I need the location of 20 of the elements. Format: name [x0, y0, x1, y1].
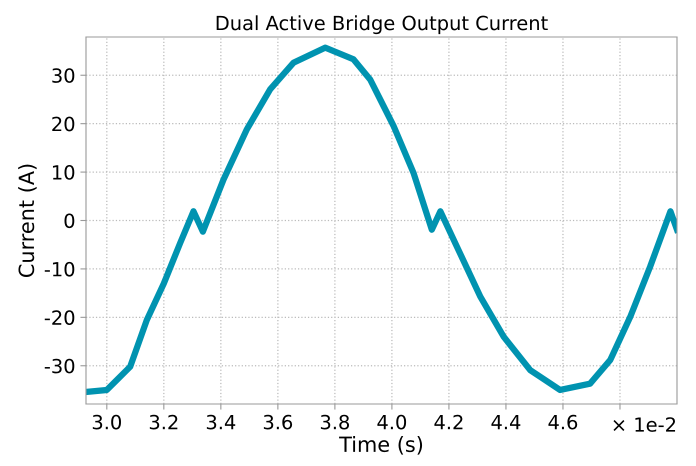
x-tick-label: 4.6: [548, 414, 578, 430]
y-tick-label: 30: [52, 68, 74, 83]
x-tick-label: 4.0: [377, 414, 406, 430]
y-tick-label: -30: [44, 358, 74, 374]
y-tick-label: -20: [44, 310, 74, 325]
x-tick-label: 3.2: [150, 414, 178, 430]
y-tick-label: -10: [44, 262, 74, 277]
text: × 1e-2: [613, 417, 676, 432]
y-axis-title: Current (A): [18, 164, 37, 278]
y-tick-label: 0: [64, 213, 74, 228]
x-tick-label: 3.6: [264, 414, 292, 430]
x-axis-title: Time (s): [339, 436, 422, 455]
x-tick-label: 3.0: [92, 414, 121, 430]
x-tick-label: 3.4: [206, 414, 236, 430]
x-tick-label: 3.8: [320, 414, 350, 430]
x-tick-label: 4.2: [434, 414, 462, 430]
y-tick-label: 10: [52, 165, 74, 180]
chart-title: Dual Active Bridge Output Current: [216, 15, 548, 34]
y-tick-label: 20: [52, 116, 74, 132]
x-tick-label: 4.4: [491, 415, 520, 430]
